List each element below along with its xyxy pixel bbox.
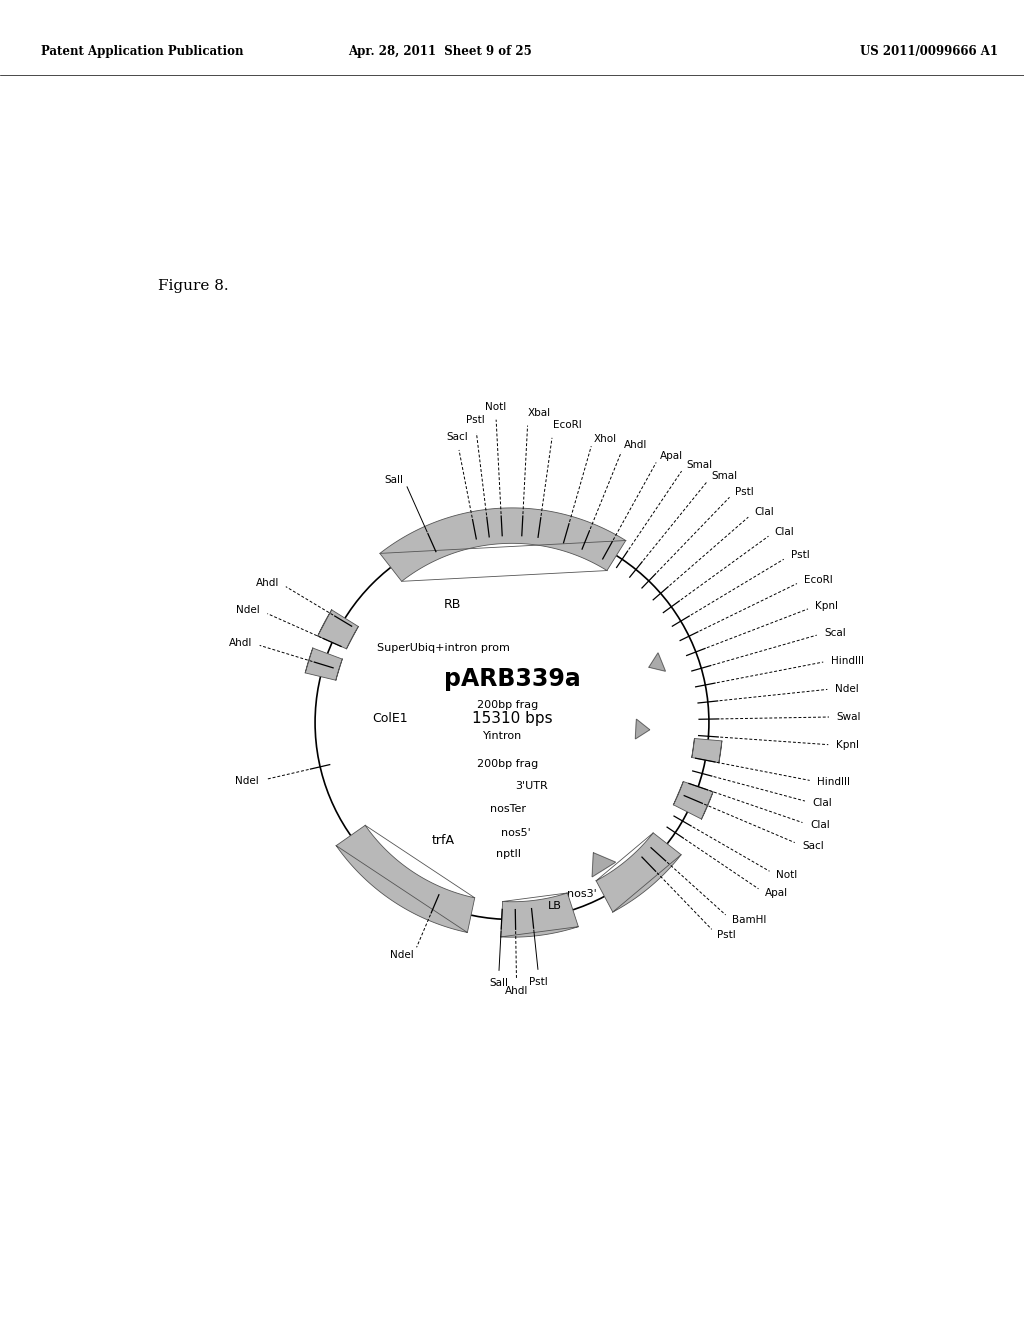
Text: nptII: nptII	[496, 850, 520, 859]
Text: SalI: SalI	[385, 475, 403, 484]
Text: ApaI: ApaI	[660, 450, 683, 461]
Text: KpnI: KpnI	[837, 741, 859, 750]
Text: SalI: SalI	[489, 978, 508, 989]
Text: XhoI: XhoI	[594, 433, 616, 444]
Text: trfA: trfA	[431, 834, 455, 847]
Text: AhdI: AhdI	[228, 638, 252, 648]
Text: pARB339a: pARB339a	[443, 667, 581, 692]
Text: AhdI: AhdI	[625, 440, 647, 450]
Polygon shape	[635, 719, 649, 739]
Polygon shape	[674, 781, 713, 820]
Text: ClaI: ClaI	[755, 507, 774, 517]
Polygon shape	[305, 648, 342, 680]
Text: LB: LB	[548, 900, 561, 911]
Text: Patent Application Publication: Patent Application Publication	[41, 45, 244, 58]
Text: NdeI: NdeI	[390, 949, 414, 960]
Polygon shape	[649, 653, 666, 671]
Text: BamHI: BamHI	[731, 915, 766, 925]
Text: PstI: PstI	[791, 550, 809, 560]
Text: HindIII: HindIII	[817, 777, 850, 787]
Text: 200bp frag: 200bp frag	[477, 759, 539, 768]
Text: NdeI: NdeI	[237, 606, 260, 615]
Text: HindIII: HindIII	[830, 656, 864, 665]
Text: EcoRI: EcoRI	[804, 576, 833, 585]
Polygon shape	[592, 853, 615, 876]
Text: ApaI: ApaI	[765, 888, 788, 898]
Text: SuperUbiq+intron prom: SuperUbiq+intron prom	[377, 643, 510, 652]
Text: ScaI: ScaI	[824, 628, 846, 638]
Polygon shape	[692, 738, 722, 763]
Text: nosTer: nosTer	[490, 804, 526, 814]
Text: nos3': nos3'	[567, 888, 597, 899]
Text: EcoRI: EcoRI	[553, 420, 582, 430]
Text: PstI: PstI	[529, 977, 548, 987]
Text: Apr. 28, 2011  Sheet 9 of 25: Apr. 28, 2011 Sheet 9 of 25	[348, 45, 532, 58]
Polygon shape	[596, 833, 681, 912]
Text: RB: RB	[444, 598, 462, 611]
Text: NdeI: NdeI	[836, 684, 859, 693]
Text: SmaI: SmaI	[686, 459, 712, 470]
Polygon shape	[336, 825, 475, 932]
Polygon shape	[501, 892, 579, 937]
Text: Yintron: Yintron	[482, 731, 522, 742]
Text: 15310 bps: 15310 bps	[472, 711, 552, 726]
Text: ClaI: ClaI	[775, 527, 795, 536]
Text: NdeI: NdeI	[234, 776, 259, 785]
Text: Figure 8.: Figure 8.	[158, 280, 228, 293]
Text: XbaI: XbaI	[528, 408, 551, 417]
Text: AhdI: AhdI	[256, 578, 280, 587]
Text: SwaI: SwaI	[837, 711, 861, 722]
Text: PstI: PstI	[717, 931, 736, 940]
Text: KpnI: KpnI	[815, 601, 839, 611]
Text: 3'UTR: 3'UTR	[515, 780, 548, 791]
Text: PstI: PstI	[466, 416, 485, 425]
Text: ClaI: ClaI	[810, 820, 829, 830]
Polygon shape	[317, 610, 358, 649]
Text: AhdI: AhdI	[505, 986, 528, 997]
Text: SacI: SacI	[446, 432, 468, 442]
Text: ColE1: ColE1	[372, 711, 408, 725]
Text: PstI: PstI	[735, 487, 754, 496]
Text: ClaI: ClaI	[812, 799, 833, 808]
Text: SmaI: SmaI	[712, 471, 737, 482]
Text: NotI: NotI	[485, 401, 506, 412]
Text: US 2011/0099666 A1: US 2011/0099666 A1	[860, 45, 998, 58]
Polygon shape	[380, 508, 626, 581]
Text: NotI: NotI	[776, 870, 798, 880]
Text: 200bp frag: 200bp frag	[477, 700, 539, 710]
Text: SacI: SacI	[802, 841, 823, 850]
Text: nos5': nos5'	[501, 828, 530, 838]
